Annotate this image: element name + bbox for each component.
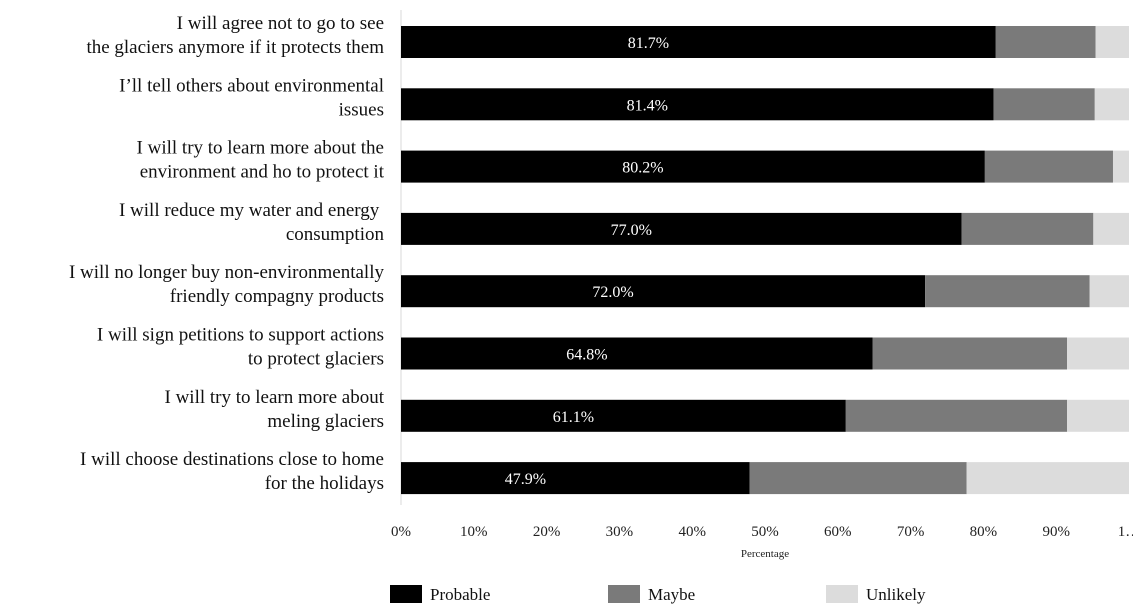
bar-unlikely-5	[1089, 275, 1129, 308]
legend-label-probable: Probable	[430, 585, 490, 604]
category-label-5-line-2: friendly compagny products	[170, 286, 384, 307]
category-label-2-line-2: issues	[339, 99, 384, 120]
bar-maybe-4	[961, 212, 1094, 245]
category-label-7-line-2: meling glaciers	[267, 411, 384, 432]
category-label-1-line-2: the glaciers anymore if it protects them	[86, 37, 384, 58]
data-label-5: 72.0%	[592, 284, 633, 301]
x-tick-label-6: 60%	[824, 524, 852, 540]
category-label-6-line-1: I will sign petitions to support actions	[97, 325, 384, 346]
legend-label-maybe: Maybe	[648, 585, 695, 604]
x-tick-label-4: 40%	[678, 524, 706, 540]
category-label-2-line-1: I’ll tell others about environmental	[119, 75, 384, 96]
bar-maybe-2	[993, 88, 1095, 121]
x-tick-labels: 0% 10% 20% 30% 40% 50% 60% 70% 80% 90% 1…	[391, 524, 1133, 540]
bar-probable-8	[401, 462, 750, 495]
bar-maybe-7	[845, 399, 1068, 432]
bar-maybe-5	[925, 275, 1090, 308]
category-label-1-line-1: I will agree not to go to see	[177, 13, 384, 34]
bar-maybe-1	[995, 26, 1096, 58]
x-tick-label-8: 80%	[970, 524, 998, 540]
data-label-3: 80.2%	[622, 160, 663, 177]
x-tick-label-10: 1…	[1118, 524, 1133, 540]
bars-group: 81.7% 81.4% 80.2% 77.0% 72.0% 64.8% 61.1% 47.9%	[401, 26, 1129, 495]
category-label-4-line-1: I will reduce my water and energy	[119, 200, 384, 221]
category-label-3-line-1: I will try to learn more about the	[137, 138, 384, 159]
bar-unlikely-2	[1094, 88, 1129, 121]
bar-probable-6	[401, 337, 873, 370]
category-labels: I will agree not to go to see the glacier…	[69, 13, 385, 494]
bar-unlikely-1	[1095, 26, 1129, 58]
x-tick-label-0: 0%	[391, 524, 411, 540]
bar-probable-4	[401, 212, 962, 245]
data-label-1: 81.7%	[628, 35, 669, 52]
category-label-4-line-2: consumption	[286, 224, 385, 245]
data-label-6: 64.8%	[566, 347, 607, 364]
x-tick-label-9: 90%	[1042, 524, 1070, 540]
data-label-8: 47.9%	[505, 471, 546, 488]
bar-unlikely-7	[1067, 399, 1129, 432]
x-axis-title: Percentage	[741, 548, 789, 560]
category-label-8-line-2: for the holidays	[265, 473, 384, 494]
legend: Probable Maybe Unlikely	[390, 585, 926, 604]
bar-probable-3	[401, 150, 985, 183]
x-tick-label-2: 20%	[533, 524, 561, 540]
legend-swatch-probable	[390, 585, 422, 603]
category-label-7-line-1: I will try to learn more about	[165, 387, 385, 408]
bar-unlikely-3	[1112, 150, 1129, 183]
bar-unlikely-6	[1067, 337, 1129, 370]
x-tick-label-3: 30%	[606, 524, 634, 540]
data-label-2: 81.4%	[627, 97, 668, 114]
category-label-5-line-1: I will no longer buy non-environmentally	[69, 262, 385, 283]
bar-maybe-8	[749, 462, 967, 495]
data-label-7: 61.1%	[553, 409, 594, 426]
category-label-3-line-2: environment and ho to protect it	[140, 162, 385, 183]
legend-swatch-maybe	[608, 585, 640, 603]
bar-probable-7	[401, 399, 846, 432]
x-tick-label-7: 70%	[897, 524, 925, 540]
bar-unlikely-8	[966, 462, 1129, 495]
category-label-6-line-2: to protect glaciers	[248, 349, 384, 370]
x-tick-label-5: 50%	[751, 524, 779, 540]
bar-maybe-3	[984, 150, 1113, 183]
legend-label-unlikely: Unlikely	[866, 585, 926, 604]
x-tick-label-1: 10%	[460, 524, 488, 540]
bar-probable-1	[401, 26, 996, 58]
bar-probable-2	[401, 88, 994, 121]
bar-probable-5	[401, 275, 926, 308]
legend-swatch-unlikely	[826, 585, 858, 603]
bar-maybe-6	[872, 337, 1068, 370]
bar-unlikely-4	[1093, 212, 1129, 245]
category-label-8-line-1: I will choose destinations close to home	[80, 449, 384, 470]
data-label-4: 77.0%	[611, 222, 652, 239]
